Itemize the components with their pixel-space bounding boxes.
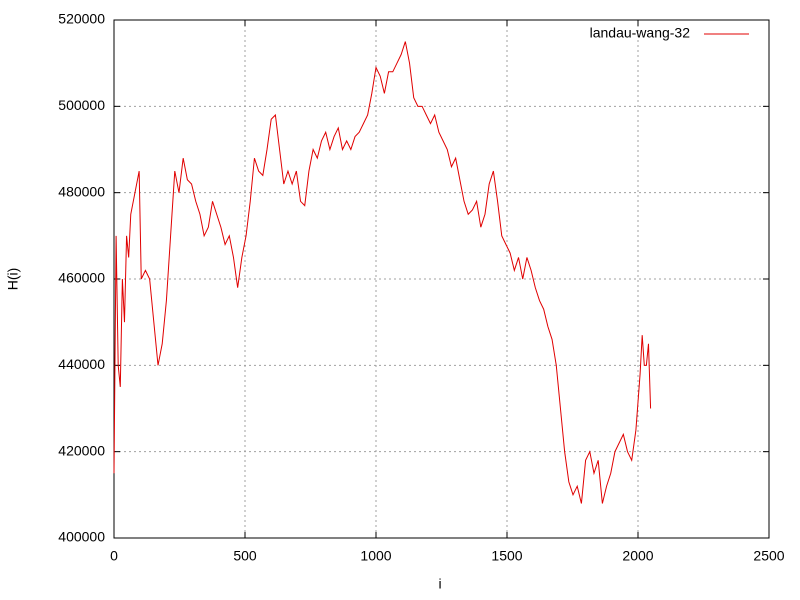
data-line [113,41,652,504]
x-tick-label: 1000 [360,548,391,564]
x-tick-label: 1500 [491,548,522,564]
legend-label: landau-wang-32 [590,25,691,41]
y-tick-label: 480000 [58,183,105,199]
y-tick-label: 500000 [58,97,105,113]
x-axis-label: i [438,576,441,592]
x-tick-label: 500 [233,548,257,564]
y-tick-label: 460000 [58,270,105,286]
y-tick-label: 420000 [58,442,105,458]
y-tick-label: 400000 [58,529,105,545]
y-axis-label: H(i) [5,268,21,291]
y-tick-label: 440000 [58,356,105,372]
plot-border [113,19,770,539]
x-tick-label: 2500 [753,548,784,564]
y-tick-label: 520000 [58,11,105,27]
x-tick-label: 2000 [622,548,653,564]
x-tick-label: 0 [110,548,118,564]
